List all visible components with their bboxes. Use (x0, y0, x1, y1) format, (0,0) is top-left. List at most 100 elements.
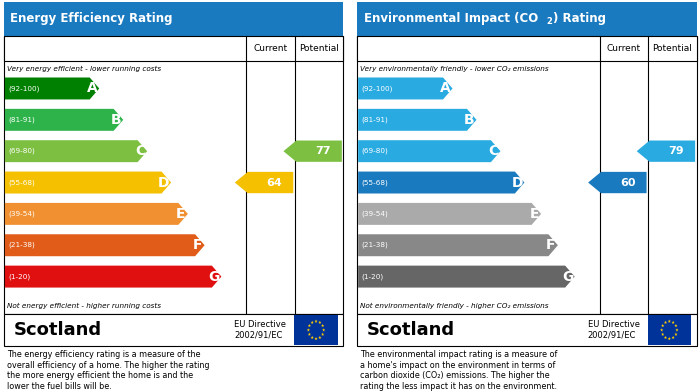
Polygon shape (671, 321, 675, 324)
Polygon shape (5, 172, 171, 194)
Bar (4, 36, 343, 314)
Bar (357, 36, 696, 314)
Text: 79: 79 (668, 146, 684, 156)
Polygon shape (358, 203, 541, 225)
Text: Not environmentally friendly - higher CO₂ emissions: Not environmentally friendly - higher CO… (360, 303, 549, 309)
Text: (55-68): (55-68) (8, 179, 35, 186)
Polygon shape (664, 321, 667, 324)
Text: B: B (111, 113, 121, 127)
Bar (357, 2, 696, 36)
Polygon shape (358, 172, 524, 194)
Polygon shape (668, 337, 671, 340)
Polygon shape (318, 335, 321, 339)
Polygon shape (307, 328, 310, 332)
Text: Not energy efficient - higher running costs: Not energy efficient - higher running co… (7, 303, 161, 309)
Polygon shape (358, 77, 452, 99)
Bar (357, 36, 696, 61)
Bar (4, 36, 343, 61)
Polygon shape (5, 265, 221, 287)
Text: The energy efficiency rating is a measure of the
overall efficiency of a home. T: The energy efficiency rating is a measur… (7, 350, 209, 391)
Polygon shape (5, 234, 204, 256)
Text: Environmental Impact (CO: Environmental Impact (CO (363, 13, 538, 25)
Polygon shape (676, 328, 678, 332)
Text: EU Directive
2002/91/EC: EU Directive 2002/91/EC (234, 320, 286, 340)
Text: (39-54): (39-54) (361, 211, 388, 217)
Text: (1-20): (1-20) (8, 273, 30, 280)
Polygon shape (234, 172, 293, 193)
Text: 77: 77 (315, 146, 330, 156)
Text: ) Rating: ) Rating (553, 13, 606, 25)
Text: 60: 60 (620, 178, 636, 188)
Bar (4, 2, 343, 36)
Polygon shape (314, 337, 318, 340)
Polygon shape (318, 321, 321, 324)
Text: (92-100): (92-100) (361, 85, 393, 92)
Polygon shape (311, 321, 314, 324)
Text: F: F (546, 238, 556, 252)
Polygon shape (358, 140, 500, 162)
Text: Very energy efficient - lower running costs: Very energy efficient - lower running co… (7, 66, 161, 72)
Text: Energy Efficiency Rating: Energy Efficiency Rating (10, 13, 173, 25)
Polygon shape (321, 332, 324, 336)
Text: (69-80): (69-80) (361, 148, 388, 154)
Text: C: C (135, 144, 145, 158)
Text: Scotland: Scotland (367, 321, 455, 339)
Polygon shape (674, 324, 678, 327)
Text: Current: Current (253, 44, 288, 53)
Text: Very environmentally friendly - lower CO₂ emissions: Very environmentally friendly - lower CO… (360, 66, 549, 72)
Polygon shape (660, 328, 664, 332)
Polygon shape (661, 324, 664, 327)
Text: Current: Current (607, 44, 641, 53)
Polygon shape (668, 319, 671, 323)
Text: Potential: Potential (652, 44, 692, 53)
Text: (55-68): (55-68) (361, 179, 388, 186)
Polygon shape (5, 203, 188, 225)
Polygon shape (664, 335, 667, 339)
Bar (357, 314, 696, 346)
Text: E: E (176, 207, 186, 221)
Text: (39-54): (39-54) (8, 211, 35, 217)
Polygon shape (308, 332, 311, 336)
Text: A: A (440, 81, 451, 95)
Polygon shape (311, 335, 314, 339)
Text: 2: 2 (547, 17, 552, 26)
Bar (648, 316, 691, 344)
Text: (1-20): (1-20) (361, 273, 384, 280)
Bar (294, 316, 338, 344)
Text: E: E (529, 207, 539, 221)
Text: (69-80): (69-80) (8, 148, 35, 154)
Text: G: G (562, 270, 573, 283)
Text: Scotland: Scotland (14, 321, 101, 339)
Text: D: D (512, 176, 523, 190)
Polygon shape (308, 324, 311, 327)
Text: (92-100): (92-100) (8, 85, 39, 92)
Polygon shape (284, 140, 342, 162)
Text: F: F (193, 238, 202, 252)
Text: EU Directive
2002/91/EC: EU Directive 2002/91/EC (588, 320, 640, 340)
Polygon shape (358, 234, 558, 256)
Polygon shape (637, 140, 695, 162)
Text: (21-38): (21-38) (361, 242, 388, 249)
Text: G: G (209, 270, 220, 283)
Text: D: D (158, 176, 169, 190)
Polygon shape (358, 109, 477, 131)
Polygon shape (5, 77, 99, 99)
Polygon shape (321, 324, 324, 327)
Polygon shape (322, 328, 326, 332)
Polygon shape (671, 335, 675, 339)
Polygon shape (674, 332, 678, 336)
Polygon shape (661, 332, 664, 336)
Text: C: C (488, 144, 498, 158)
Bar (4, 314, 343, 346)
Text: (81-91): (81-91) (8, 117, 35, 123)
Polygon shape (5, 109, 123, 131)
Polygon shape (5, 140, 147, 162)
Text: (81-91): (81-91) (361, 117, 388, 123)
Text: (21-38): (21-38) (8, 242, 35, 249)
Text: Potential: Potential (299, 44, 339, 53)
Polygon shape (314, 319, 318, 323)
Text: B: B (464, 113, 475, 127)
Text: 64: 64 (267, 178, 282, 188)
Text: The environmental impact rating is a measure of
a home's impact on the environme: The environmental impact rating is a mea… (360, 350, 558, 391)
Text: A: A (87, 81, 97, 95)
